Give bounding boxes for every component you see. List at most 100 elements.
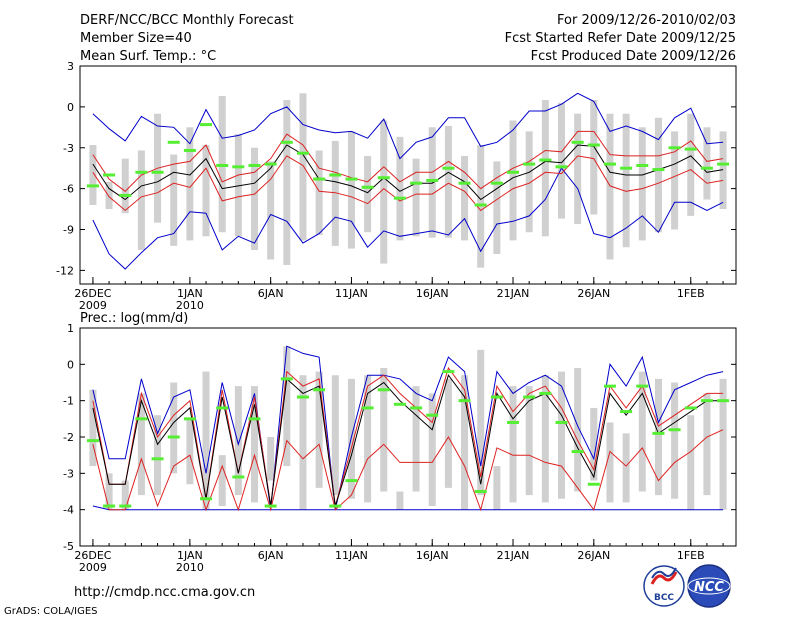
spread-box <box>89 389 97 467</box>
max-envelope-line <box>92 345 724 510</box>
spread-box <box>525 131 533 233</box>
median-marker <box>151 170 164 174</box>
median-marker <box>393 196 406 200</box>
median-marker <box>361 185 374 189</box>
spread-box <box>331 375 339 496</box>
spread-box <box>654 378 662 496</box>
spread-box <box>299 375 307 510</box>
median-marker <box>410 181 423 185</box>
median-marker <box>377 176 390 180</box>
spread-box <box>654 117 662 233</box>
spread-box <box>364 155 372 233</box>
y-tick-label: 1 <box>67 322 74 335</box>
spread-box <box>574 367 582 492</box>
spread-box <box>638 371 646 492</box>
spread-box <box>170 154 178 246</box>
spread-box <box>186 127 194 241</box>
y-tick-label: -2 <box>63 431 74 444</box>
median-marker <box>474 490 487 493</box>
spread-box <box>315 371 323 488</box>
forecast-produced-date: Fcst Produced Date 2009/12/26 <box>531 49 736 64</box>
spread-box <box>671 131 679 230</box>
spread-box <box>331 140 339 246</box>
median-marker <box>636 163 649 167</box>
median-marker <box>603 384 616 388</box>
spread-box <box>186 418 194 485</box>
median-marker <box>490 395 503 399</box>
forecast-start-date: Fcst Started Refer Date 2009/12/25 <box>505 31 736 46</box>
y-tick-label: -9 <box>63 224 74 237</box>
y-tick-label: 3 <box>67 60 74 73</box>
median-marker <box>296 395 309 399</box>
x-tick-label: 1FEB <box>677 287 705 300</box>
x-tick-label: 21JAN <box>497 549 530 562</box>
median-marker <box>119 193 132 197</box>
y-tick-label: -3 <box>63 142 74 155</box>
spread-box <box>638 127 646 241</box>
spread-box <box>218 455 226 507</box>
median-marker <box>571 450 584 454</box>
spread-box <box>557 371 565 499</box>
median-marker <box>232 475 245 479</box>
spread-box <box>267 161 275 260</box>
spread-box <box>251 386 259 503</box>
bcc-logo: BCC <box>643 565 685 607</box>
x-tick-label: 11JAN <box>335 287 368 300</box>
spread-box <box>234 386 242 496</box>
y-tick-label: -6 <box>63 183 74 196</box>
median-marker <box>410 406 423 410</box>
median-marker <box>426 178 439 182</box>
x-tick-label: 1JAN <box>177 549 203 562</box>
variable-label-temp: Mean Surf. Temp.: °C <box>80 49 216 64</box>
median-marker <box>86 439 99 443</box>
median-marker <box>345 177 358 181</box>
median-marker <box>200 497 213 501</box>
y-tick-label: -4 <box>63 504 74 517</box>
x-tick-year-label: 2009 <box>79 299 107 312</box>
median-marker <box>377 388 390 392</box>
spread-box <box>412 158 420 237</box>
median-marker <box>442 370 455 374</box>
spread-box <box>671 382 679 499</box>
spread-box <box>170 382 178 474</box>
median-marker <box>151 457 164 461</box>
median-marker <box>587 143 600 147</box>
spread-box <box>315 150 323 235</box>
spread-box <box>396 491 404 510</box>
median-marker <box>700 399 713 403</box>
bcc-logo-swirl-blue <box>651 567 677 579</box>
spread-box <box>703 393 711 496</box>
chart-title: DERF/NCC/BCC Monthly Forecast <box>80 13 294 28</box>
spread-box <box>251 147 259 250</box>
median-marker <box>490 181 503 185</box>
median-marker <box>248 417 261 421</box>
spread-box <box>719 378 727 510</box>
spread-box <box>380 367 388 492</box>
y-tick-label: -1 <box>63 395 74 408</box>
spread-box <box>719 131 727 210</box>
median-marker <box>216 406 229 410</box>
median-marker <box>442 166 455 170</box>
median-marker <box>652 431 665 435</box>
spread-box <box>525 386 533 496</box>
upper-spread-line <box>92 130 724 192</box>
median-marker <box>280 140 293 144</box>
spread-box <box>299 93 307 241</box>
source-url[interactable]: http://cmdp.ncc.cma.gov.cn <box>74 585 255 600</box>
grads-credit: GrADS: COLA/IGES <box>4 606 98 617</box>
lower-spread-line <box>92 429 724 512</box>
spread-box <box>557 102 565 219</box>
plot-frame <box>79 65 737 285</box>
spread-box <box>461 375 469 510</box>
spread-box <box>541 100 549 237</box>
spread-box <box>347 131 355 249</box>
median-marker <box>717 399 730 403</box>
spread-box <box>364 375 372 503</box>
y-tick-label: 0 <box>67 101 74 114</box>
ncc-logo: NCC <box>687 564 731 608</box>
spread-box <box>428 127 436 238</box>
median-marker <box>523 162 536 166</box>
median-marker <box>684 406 697 410</box>
x-tick-label: 21JAN <box>497 287 530 300</box>
